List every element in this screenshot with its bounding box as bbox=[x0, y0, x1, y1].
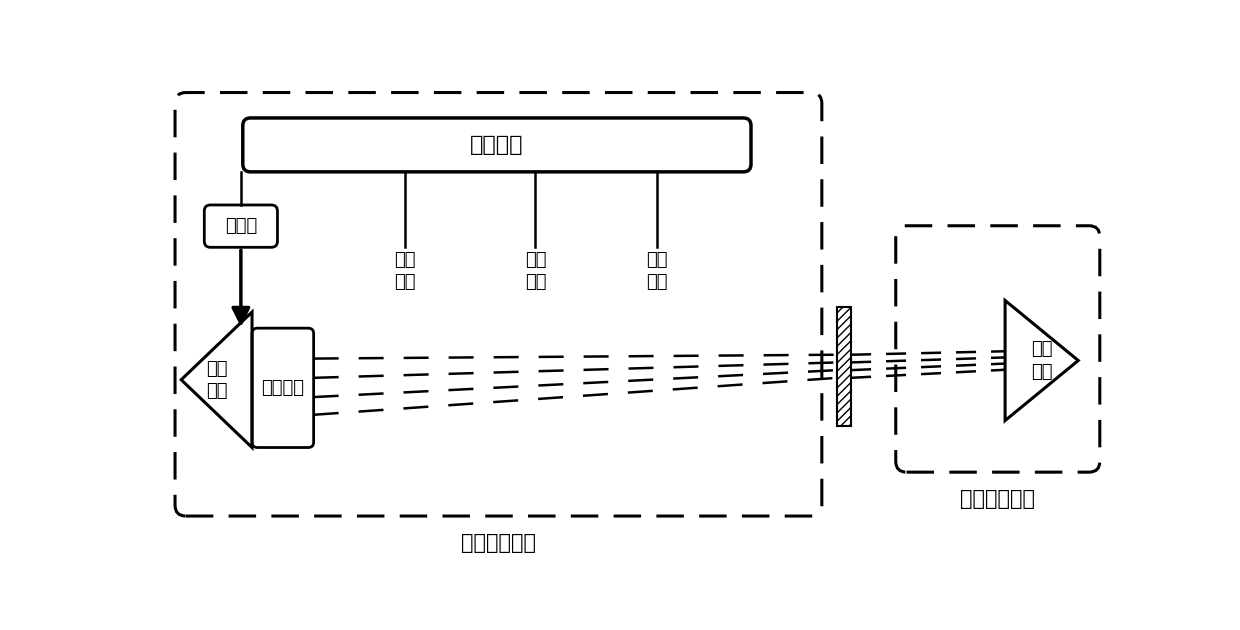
Text: 定位
中继: 定位 中继 bbox=[525, 251, 546, 291]
Text: 泵浦源: 泵浦源 bbox=[224, 217, 257, 235]
Text: 主控单元: 主控单元 bbox=[470, 135, 523, 155]
Text: 逆反
射器: 逆反 射器 bbox=[1030, 340, 1053, 381]
Text: 定位追踪目标: 定位追踪目标 bbox=[960, 489, 1035, 509]
Text: 定位
中继: 定位 中继 bbox=[394, 251, 415, 291]
Text: 逆反
射器: 逆反 射器 bbox=[206, 360, 227, 400]
Text: 增益介质: 增益介质 bbox=[262, 379, 304, 397]
Text: 定位
中继: 定位 中继 bbox=[646, 251, 668, 291]
Bar bbox=[837, 307, 851, 426]
Text: 定位迫踪装置: 定位迫踪装置 bbox=[461, 533, 536, 553]
